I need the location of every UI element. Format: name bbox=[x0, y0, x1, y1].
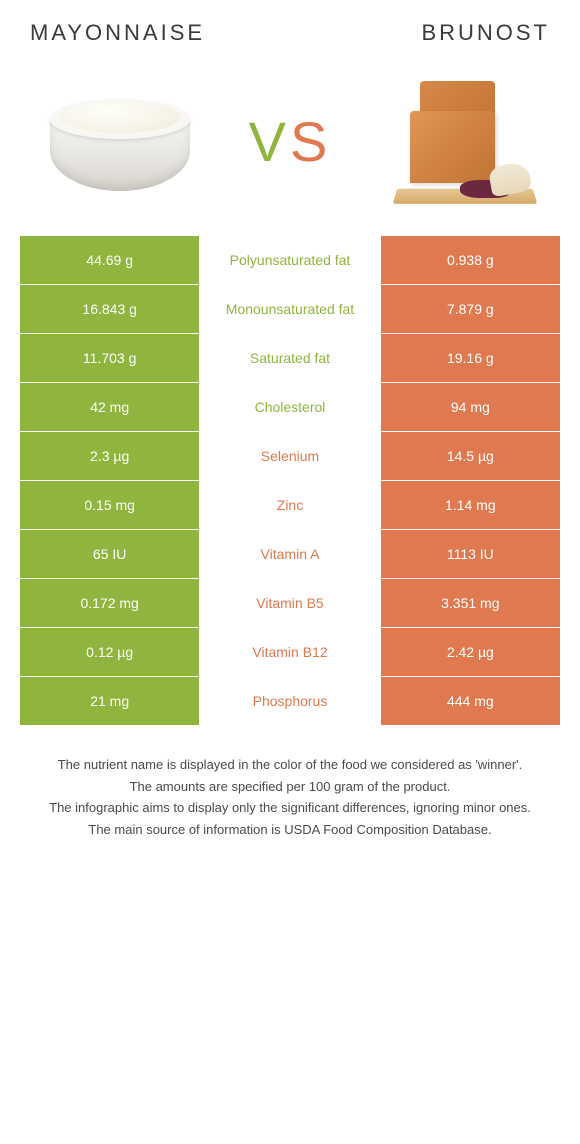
brunost-image bbox=[380, 66, 540, 216]
vs-s: S bbox=[290, 110, 331, 173]
nutrient-label: Vitamin B5 bbox=[200, 579, 379, 627]
value-right: 94 mg bbox=[381, 383, 560, 431]
table-row: 65 IUVitamin A1113 IU bbox=[20, 530, 560, 578]
value-right: 1113 IU bbox=[381, 530, 560, 578]
value-left: 16.843 g bbox=[20, 285, 199, 333]
table-row: 0.12 µgVitamin B122.42 µg bbox=[20, 628, 560, 676]
comparison-table: 44.69 gPolyunsaturated fat0.938 g16.843 … bbox=[20, 236, 560, 725]
table-row: 16.843 gMonounsaturated fat7.879 g bbox=[20, 285, 560, 333]
nutrient-label: Saturated fat bbox=[200, 334, 379, 382]
footnote-line: The main source of information is USDA F… bbox=[20, 820, 560, 840]
value-left: 2.3 µg bbox=[20, 432, 199, 480]
nutrient-label: Zinc bbox=[200, 481, 379, 529]
value-right: 2.42 µg bbox=[381, 628, 560, 676]
value-right: 0.938 g bbox=[381, 236, 560, 284]
value-left: 42 mg bbox=[20, 383, 199, 431]
nutrient-label: Cholesterol bbox=[200, 383, 379, 431]
footnote-line: The nutrient name is displayed in the co… bbox=[20, 755, 560, 775]
nutrient-label: Polyunsaturated fat bbox=[200, 236, 379, 284]
value-left: 0.172 mg bbox=[20, 579, 199, 627]
footnote-line: The amounts are specified per 100 gram o… bbox=[20, 777, 560, 797]
mayonnaise-image bbox=[40, 66, 200, 216]
value-right: 7.879 g bbox=[381, 285, 560, 333]
footnote-line: The infographic aims to display only the… bbox=[20, 798, 560, 818]
nutrient-label: Monounsaturated fat bbox=[200, 285, 379, 333]
table-row: 42 mgCholesterol94 mg bbox=[20, 383, 560, 431]
vs-label: VS bbox=[249, 109, 332, 174]
footnotes: The nutrient name is displayed in the co… bbox=[20, 755, 560, 839]
food-title-right: BRUNOST bbox=[421, 20, 550, 46]
value-left: 0.15 mg bbox=[20, 481, 199, 529]
value-right: 1.14 mg bbox=[381, 481, 560, 529]
value-left: 11.703 g bbox=[20, 334, 199, 382]
value-left: 44.69 g bbox=[20, 236, 199, 284]
value-left: 65 IU bbox=[20, 530, 199, 578]
nutrient-label: Vitamin B12 bbox=[200, 628, 379, 676]
table-row: 44.69 gPolyunsaturated fat0.938 g bbox=[20, 236, 560, 284]
vs-row: VS bbox=[20, 56, 560, 236]
value-left: 0.12 µg bbox=[20, 628, 199, 676]
value-left: 21 mg bbox=[20, 677, 199, 725]
nutrient-label: Selenium bbox=[200, 432, 379, 480]
table-row: 21 mgPhosphorus444 mg bbox=[20, 677, 560, 725]
nutrient-label: Vitamin A bbox=[200, 530, 379, 578]
value-right: 3.351 mg bbox=[381, 579, 560, 627]
table-row: 0.172 mgVitamin B53.351 mg bbox=[20, 579, 560, 627]
table-row: 2.3 µgSelenium14.5 µg bbox=[20, 432, 560, 480]
header: MAYONNAISE BRUNOST bbox=[20, 20, 560, 56]
value-right: 14.5 µg bbox=[381, 432, 560, 480]
table-row: 11.703 gSaturated fat19.16 g bbox=[20, 334, 560, 382]
food-title-left: MAYONNAISE bbox=[30, 20, 205, 46]
table-row: 0.15 mgZinc1.14 mg bbox=[20, 481, 560, 529]
value-right: 444 mg bbox=[381, 677, 560, 725]
nutrient-label: Phosphorus bbox=[200, 677, 379, 725]
vs-v: V bbox=[249, 110, 290, 173]
value-right: 19.16 g bbox=[381, 334, 560, 382]
